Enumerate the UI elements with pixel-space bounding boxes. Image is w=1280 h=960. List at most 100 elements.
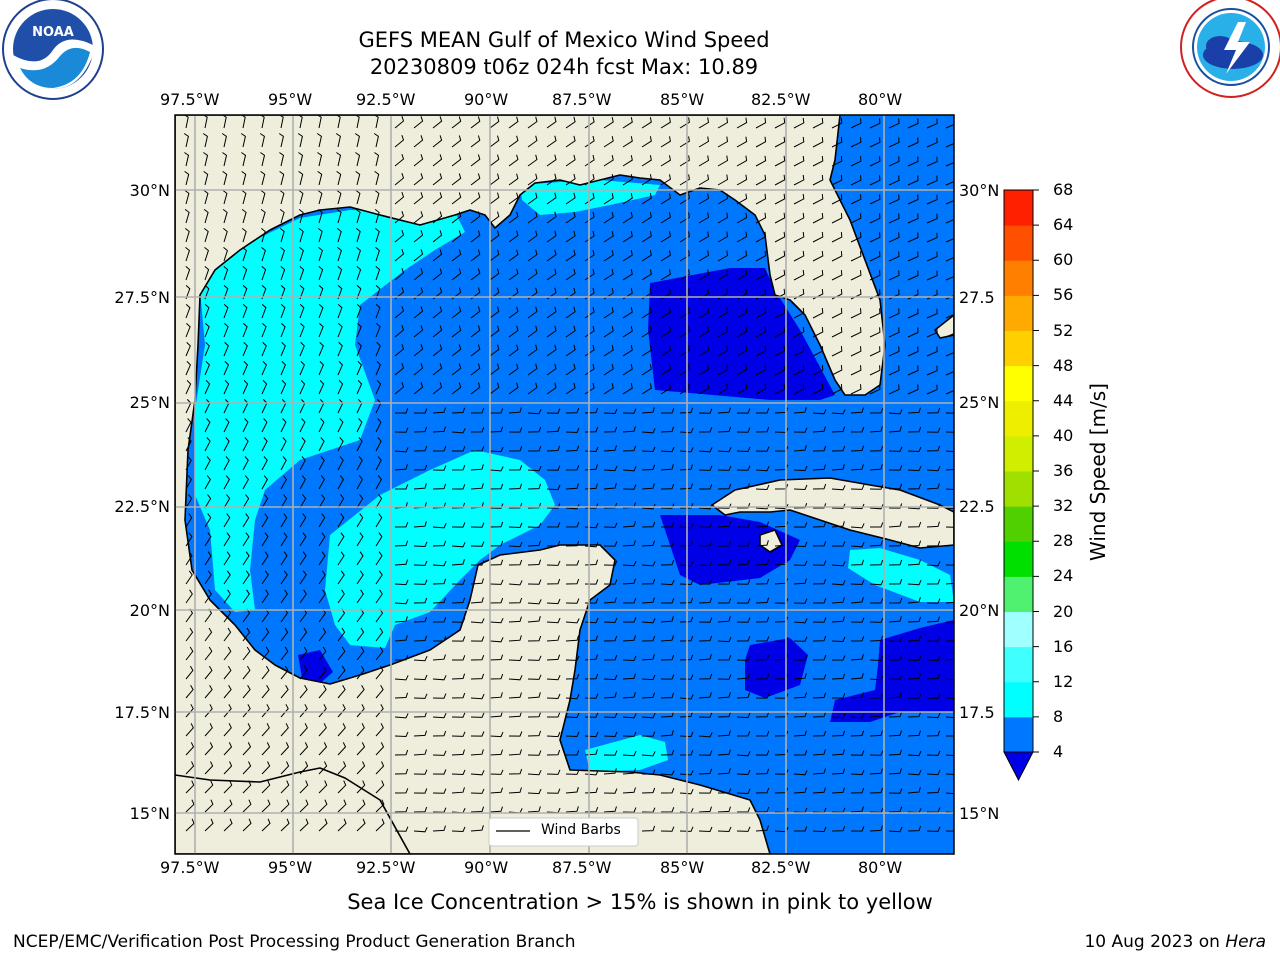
wind-barb [508, 363, 519, 376]
wind-barb [470, 427, 485, 433]
wind-barb [318, 513, 326, 528]
wind-barb [717, 307, 729, 319]
wind-barb [622, 426, 636, 433]
wind-barb [280, 665, 289, 680]
wind-barb [185, 627, 194, 642]
wind-barb [413, 541, 428, 548]
wind-barb [831, 730, 846, 737]
wind-barb [565, 249, 576, 262]
wind-barb [869, 137, 881, 148]
wind-barb [489, 579, 504, 585]
wind-barb [470, 464, 484, 471]
wind-barb [508, 483, 523, 490]
wind-barb [717, 636, 732, 643]
wind-barb [242, 266, 248, 281]
wind-barb [470, 712, 485, 718]
wind-barb [641, 769, 656, 775]
wind-barb [280, 704, 289, 718]
chart-subtitle: 20230809 t06z 024h fcst Max: 10.89 [369, 55, 759, 79]
lon-label-bottom: 87.5°W [552, 858, 612, 877]
wind-barb [565, 211, 576, 224]
wind-barb [869, 194, 881, 205]
wind-barb [850, 503, 865, 510]
wind-barb [736, 636, 751, 642]
wind-barb [660, 364, 671, 376]
wind-barb [546, 749, 561, 756]
wind-barb [394, 192, 405, 205]
wind-barb [413, 116, 424, 129]
wind-barb [375, 418, 382, 433]
wind-barb [926, 579, 941, 585]
wind-barb [622, 212, 633, 224]
wind-barb [945, 257, 954, 262]
wind-barb [698, 465, 713, 471]
wind-barb [470, 749, 484, 756]
wind-barb [679, 694, 694, 700]
wind-barb [755, 446, 770, 452]
wind-barb [850, 384, 862, 395]
wind-barb [850, 194, 862, 205]
wind-barb [527, 465, 542, 472]
wind-barb [679, 407, 694, 414]
wind-barb [318, 475, 326, 490]
wind-barb [698, 768, 713, 775]
wind-barb [280, 742, 290, 756]
wind-barb [660, 692, 675, 699]
wind-barb [850, 175, 862, 186]
wind-barb [204, 323, 210, 338]
wind-barb [717, 711, 732, 718]
wind-barb [679, 826, 694, 832]
wind-barb [736, 579, 751, 585]
wind-barb [850, 523, 865, 529]
wind-barb [907, 175, 919, 186]
wind-barb [603, 674, 618, 681]
wind-barb [489, 559, 504, 566]
wind-barb [793, 618, 808, 624]
wind-barb [546, 560, 561, 566]
wind-barb [223, 627, 232, 642]
wind-barb [793, 787, 807, 794]
wind-barb [755, 117, 767, 129]
wind-barb [375, 285, 381, 300]
wind-barb [755, 731, 770, 737]
wind-barb [926, 673, 941, 680]
wind-barb [318, 761, 328, 775]
wind-barb [679, 212, 690, 224]
wind-barb [299, 742, 309, 756]
colorbar-tick-label: 64 [1053, 215, 1074, 235]
wind-barb [204, 361, 210, 376]
wind-barb [527, 325, 538, 338]
wind-barb [831, 156, 843, 167]
wind-barb [433, 636, 447, 642]
wind-barb [318, 780, 328, 794]
wind-barb [432, 693, 447, 699]
wind-barb [203, 209, 209, 224]
wind-barb [831, 426, 846, 433]
wind-barb [565, 135, 576, 148]
wind-barb [907, 693, 922, 699]
wind-barb [185, 342, 191, 357]
wind-barb [793, 269, 805, 281]
wind-barb [565, 230, 576, 243]
wind-barb [622, 117, 633, 129]
wind-barb [204, 304, 210, 319]
wind-barb [850, 713, 865, 719]
wind-barb [489, 154, 500, 167]
wind-barb [508, 465, 523, 471]
wind-barb [565, 192, 576, 205]
wind-barb [451, 154, 462, 167]
wind-barb [261, 665, 270, 680]
wind-barb [432, 540, 447, 547]
wind-barb [869, 213, 881, 224]
wind-barb [242, 665, 251, 680]
wind-barb [432, 523, 447, 529]
wind-barb [335, 133, 341, 148]
wind-barb [755, 616, 770, 623]
wind-barb [717, 692, 731, 699]
wind-barb [812, 635, 827, 642]
wind-barb [394, 522, 409, 528]
wind-barb [375, 704, 384, 718]
wind-barb [755, 711, 770, 718]
wind-barb [337, 380, 344, 395]
wind-barb [850, 213, 862, 224]
